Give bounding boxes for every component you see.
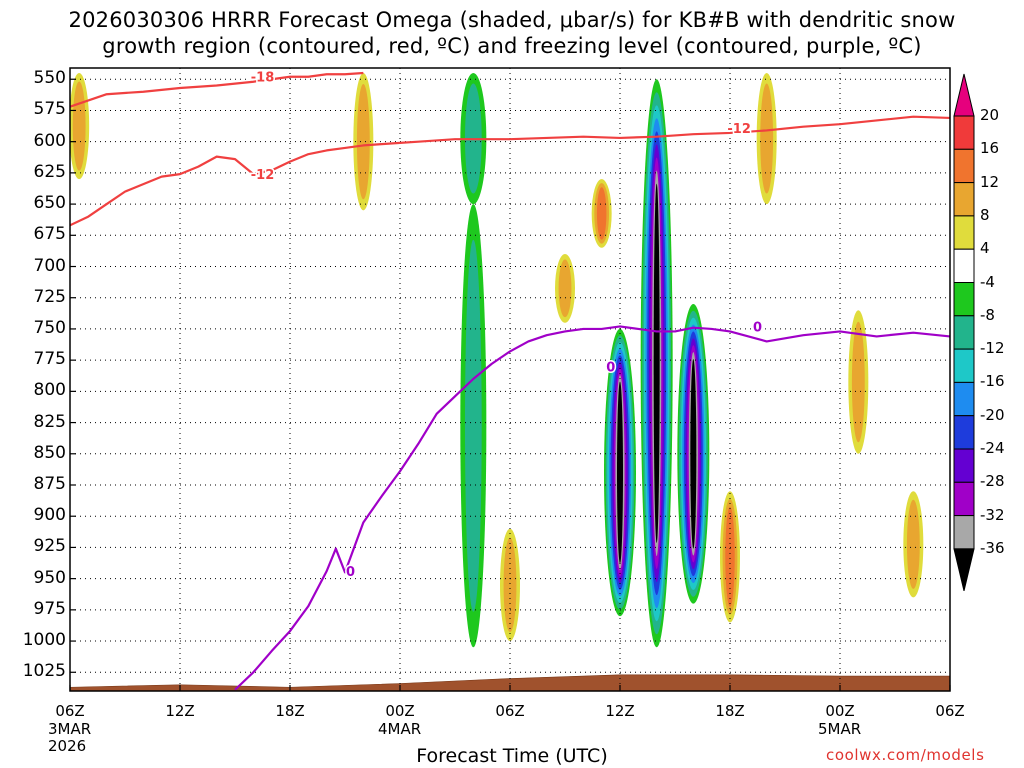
x-date-day2: 4MAR — [378, 720, 422, 738]
y-tick-label: 950 — [33, 567, 66, 588]
contour-label-4: 0 — [606, 360, 615, 375]
colorbar-bottom-arrow — [953, 548, 975, 592]
colorbar-label: -24 — [980, 439, 1005, 457]
y-tick-label: 850 — [33, 442, 66, 463]
y-tick-label: 650 — [33, 193, 66, 214]
y-tick-label: 625 — [33, 161, 66, 182]
x-date-start-day: 3MAR — [48, 720, 92, 738]
x-tick-label: 18Z — [275, 702, 305, 720]
colorbar-swatch-11 — [953, 448, 975, 483]
y-tick-label: 1025 — [22, 661, 66, 682]
y-tick-label: 800 — [33, 380, 66, 401]
contour-label-5: 0 — [753, 320, 762, 335]
y-tick-label: 700 — [33, 255, 66, 276]
omega-cell-6-level-2 — [596, 187, 607, 240]
colorbar-label: -32 — [980, 505, 1005, 524]
contour-series-2 — [509, 115, 950, 141]
omega-cell-12-level-1 — [851, 321, 865, 443]
omega-cell-11-level-1 — [760, 83, 774, 194]
omega-cell-3-level-1 — [464, 239, 482, 612]
x-tick-label: 00Z — [825, 702, 855, 720]
colorbar — [953, 73, 975, 592]
colorbar-swatch-8 — [953, 348, 975, 383]
colorbar-label: -36 — [980, 538, 1005, 557]
y-tick-label: 900 — [33, 505, 66, 526]
colorbar-swatch-6 — [953, 282, 975, 317]
credit-link[interactable]: coolwx.com/models — [826, 746, 985, 764]
colorbar-label: 12 — [980, 172, 1000, 191]
colorbar-label: -16 — [980, 372, 1005, 391]
colorbar-swatch-7 — [953, 315, 975, 350]
colorbar-swatch-1 — [953, 115, 975, 150]
omega-cell-4-level-1 — [503, 537, 517, 633]
omega-cell-10-level-2 — [725, 506, 735, 607]
contour-label-2: -12 — [727, 122, 751, 137]
axis-ticks — [69, 78, 951, 691]
colorbar-swatch-2 — [953, 148, 975, 184]
colorbar-swatch-9 — [953, 381, 975, 417]
y-tick-label: 600 — [33, 130, 66, 151]
colorbar-swatch-10 — [953, 415, 975, 450]
colorbar-swatch-5 — [953, 248, 975, 283]
omega-cell-8-level-8 — [653, 183, 660, 543]
contour-label-0: -18 — [251, 71, 275, 86]
y-tick-label: 575 — [33, 99, 66, 120]
y-tick-label: 675 — [33, 224, 66, 245]
colorbar-swatch-12 — [953, 481, 975, 517]
x-tick-label: 06Z — [935, 702, 965, 720]
contour-label-1: -12 — [251, 168, 275, 183]
x-date-day3: 5MAR — [818, 720, 862, 738]
colorbar-swatch-3 — [953, 182, 975, 217]
y-tick-label: 925 — [33, 536, 66, 557]
colorbar-swatch-4 — [953, 215, 975, 250]
colorbar-label: -8 — [980, 305, 995, 324]
omega-cell-7-level-8 — [617, 381, 623, 564]
y-tick-label: 550 — [33, 68, 66, 89]
chart-title-line2: growth region (contoured, red, ºC) and f… — [102, 34, 922, 58]
x-tick-label: 06Z — [55, 702, 85, 720]
y-tick-label: 750 — [33, 317, 66, 338]
colorbar-swatch-13 — [953, 515, 975, 550]
colorbar-label: 4 — [980, 239, 990, 258]
omega-cell-13-level-1 — [906, 499, 920, 589]
x-tick-label: 18Z — [715, 702, 745, 720]
x-tick-label: 12Z — [605, 702, 635, 720]
colorbar-label: 8 — [980, 205, 990, 224]
y-tick-label: 1000 — [22, 630, 66, 651]
colorbar-top-arrow — [953, 73, 975, 117]
contour-label-3: 0 — [346, 565, 355, 580]
contour-series-0 — [70, 71, 364, 108]
y-tick-label: 725 — [33, 286, 66, 307]
colorbar-label: -28 — [980, 472, 1005, 491]
omega-cell-5-level-1 — [558, 259, 572, 318]
x-axis-title: Forecast Time (UTC) — [416, 745, 608, 767]
y-tick-label: 825 — [33, 411, 66, 432]
x-date-start-year: 2026 — [48, 737, 87, 755]
colorbar-label: -4 — [980, 272, 995, 291]
y-tick-label: 775 — [33, 349, 66, 370]
omega-shading — [70, 72, 924, 648]
omega-cell-1-level-1 — [356, 84, 370, 200]
colorbar-label: -12 — [980, 339, 1005, 358]
colorbar-label: -20 — [980, 405, 1005, 424]
contour-series-3 — [234, 325, 950, 691]
chart-title-line1: 2026030306 HRRR Forecast Omega (shaded, … — [68, 8, 956, 32]
x-tick-label: 06Z — [495, 702, 525, 720]
y-tick-label: 875 — [33, 473, 66, 494]
colorbar-label: 16 — [980, 139, 1000, 158]
colorbar-label: 20 — [980, 106, 1000, 124]
omega-cell-0-level-1 — [72, 81, 86, 171]
omega-cell-9-level-8 — [690, 359, 697, 549]
x-tick-label: 12Z — [165, 702, 195, 720]
y-tick-label: 975 — [33, 598, 66, 619]
dotted-grid — [69, 68, 951, 691]
contour-series-1 — [70, 138, 510, 227]
isotherm-contours: -18 -12 -12 0 0 0 — [70, 69, 950, 691]
x-tick-label: 00Z — [385, 702, 415, 720]
